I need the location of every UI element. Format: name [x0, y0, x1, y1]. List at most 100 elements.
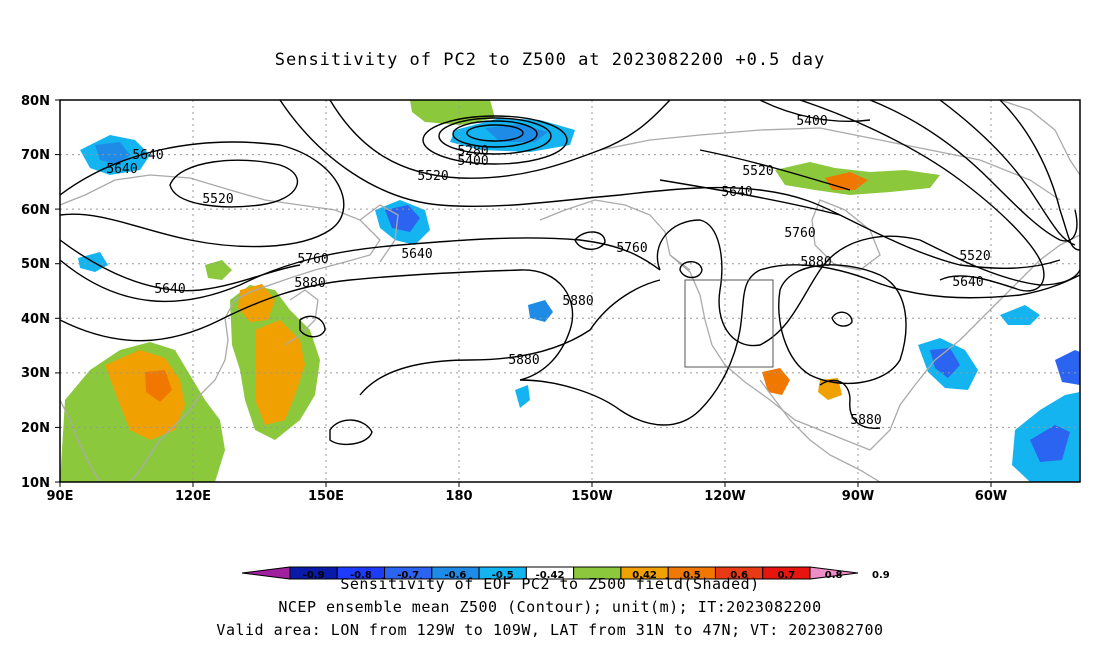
lon-label: 120W: [704, 489, 745, 504]
contour-label: 5640: [401, 247, 432, 262]
contour-5760-mid: [60, 237, 661, 303]
tick-marks: [55, 99, 992, 487]
contour-5640-pac: [279, 100, 841, 216]
colorbar-label: -0.42: [536, 570, 565, 581]
contour-labels: 5280 5400 5400 5520 5520 5520 5520 5640 …: [106, 114, 990, 428]
colorbar-label: -0.6: [445, 570, 467, 581]
coast-asia: [60, 174, 381, 482]
colorbar-label: 0.9: [872, 570, 890, 581]
contour-low-4: [422, 115, 568, 165]
contour-5880-mid: [60, 269, 574, 381]
contour-5880-small: [329, 419, 373, 446]
coast-japan: [284, 289, 319, 346]
colorbar-label: 0.42: [632, 570, 657, 581]
contour-label: 5760: [784, 226, 815, 241]
contour-label: 5520: [742, 164, 773, 179]
coast-mexico: [759, 379, 881, 482]
shade-orange-mexico: [762, 368, 790, 395]
contour-label: 5520: [417, 169, 448, 184]
footer-line-2: NCEP ensemble mean Z500 (Contour); unit(…: [278, 598, 822, 616]
contour-label: 5520: [959, 249, 990, 264]
lat-labels: 80N 70N 60N 50N 40N 30N 20N 10N: [21, 94, 50, 491]
contour-5520-na: [699, 149, 851, 191]
contour-5640-na: [659, 179, 841, 216]
lon-label: 90E: [47, 489, 74, 504]
contour-label: 5400: [457, 154, 488, 169]
lon-label: 90W: [842, 489, 874, 504]
colorbar-label: -0.7: [397, 570, 419, 581]
contour-5400-na: [759, 100, 871, 122]
lat-label: 60N: [21, 203, 50, 218]
lat-label: 40N: [21, 312, 50, 327]
coast-kamchatka: [359, 204, 399, 263]
lon-label: 180: [445, 489, 472, 504]
coast-arctic: [599, 127, 1061, 201]
coast-hudson: [811, 199, 881, 271]
coast-india: [60, 399, 101, 482]
shade-blue-70n-90e-2: [95, 142, 130, 165]
colorbar-label: 0.8: [825, 570, 843, 581]
contour-5640-west: [60, 141, 345, 248]
lon-label: 150W: [571, 489, 612, 504]
contour-low-1: [466, 124, 524, 142]
contour-label: 5760: [297, 252, 328, 267]
z500-contours: [60, 100, 1080, 446]
shade-green-50n-120e: [205, 260, 232, 280]
shade-blue-atlantic-6: [1000, 305, 1040, 325]
coast-greenland: [999, 100, 1080, 176]
lon-labels: 90E 120E 150E 180 150W 120W 90W 60W: [47, 489, 1008, 504]
colorbar-label: 0.7: [778, 570, 796, 581]
contour-atl-7: [869, 274, 1080, 299]
contour-label: 5640: [132, 148, 163, 163]
colorbar-label: 0.5: [683, 570, 701, 581]
lat-label: 10N: [21, 476, 50, 491]
contour-atl-1: [799, 100, 1045, 292]
colorbar-label: 0.6: [730, 570, 748, 581]
contour-atl-2: [869, 100, 1078, 242]
contour-5880-sw: [819, 379, 881, 429]
lat-label: 80N: [21, 94, 50, 109]
colorbar-arrow-right: [809, 566, 859, 580]
contour-5880-sub: [359, 279, 661, 396]
contour-5880-asia: [299, 315, 326, 338]
lon-label: 150E: [308, 489, 344, 504]
contour-label: 5880: [562, 294, 593, 309]
contour-5520-west: [169, 159, 299, 208]
contour-atl-3: [939, 100, 1076, 246]
lat-label: 50N: [21, 257, 50, 272]
plot-frame: [59, 99, 1081, 483]
shade-vstrong-asia: [145, 370, 172, 402]
colorbar-label: -0.5: [492, 570, 514, 581]
contour-label: 5640: [154, 282, 185, 297]
contour-label: 5640: [106, 162, 137, 177]
lat-label: 30N: [21, 366, 50, 381]
valid-area-box: [684, 279, 774, 368]
footer-line-3: Valid area: LON from 129W to 109W, LAT f…: [216, 621, 884, 639]
lat-label: 20N: [21, 421, 50, 436]
shade-strong-asia-2: [255, 320, 305, 425]
shade-blue-kamchatka-2: [385, 205, 420, 232]
chart-title: Sensitivity of PC2 to Z500 at 2023082200…: [274, 50, 826, 70]
contour-label: 5640: [721, 185, 752, 200]
contour-5760-na: [574, 231, 606, 250]
contour-label: 5760: [616, 241, 647, 256]
lat-label: 70N: [21, 148, 50, 163]
colorbar-label: -0.9: [303, 570, 325, 581]
colorbar: -0.9 -0.8 -0.7 -0.6 -0.5 -0.42 0.42 0.5 0.6 0.7 0.…: [241, 566, 890, 581]
contour-high-na-2: [831, 311, 853, 327]
gridlines: [60, 100, 1080, 482]
contour-cutoff: [679, 261, 703, 279]
contour-high-na: [778, 264, 907, 385]
contour-5880-small-2: [519, 379, 701, 426]
contour-label: 5640: [952, 275, 983, 290]
lon-label: 120E: [175, 489, 211, 504]
shade-blue-25n-160w: [515, 385, 530, 408]
contour-label: 5400: [796, 114, 827, 129]
contour-low-3: [438, 117, 552, 155]
contour-label: 5520: [202, 192, 233, 207]
shade-blue-45n-155w: [528, 300, 553, 322]
contour-label: 5880: [508, 353, 539, 368]
shade-blue-atlantic-2: [930, 348, 960, 378]
coast-na-east: [869, 234, 1080, 451]
